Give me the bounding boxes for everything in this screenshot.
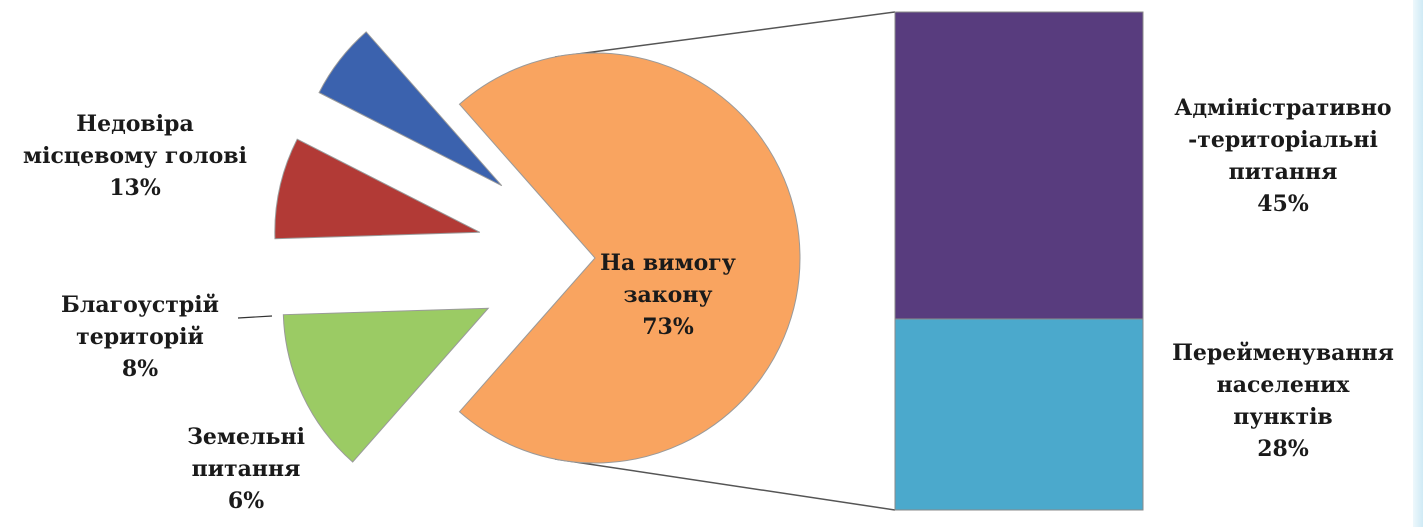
bar-segment-0: [894, 11, 1144, 320]
slice-label-main-line: 73%: [642, 314, 694, 340]
bar-segment-label-0-line: -територіальні: [1188, 127, 1378, 153]
slice-label-1-line: місцевому голові: [23, 143, 247, 169]
slice-label-1-line: Недовіра: [76, 111, 193, 137]
decorative-side-strip: [1413, 0, 1423, 527]
slice-label-3-line: питання: [192, 456, 301, 482]
leader-line: [237, 315, 273, 319]
pie-slice-3: [318, 31, 503, 187]
bar-segment-label-1-line: Перейменування: [1172, 340, 1394, 366]
slice-label-main-line: На вимогу: [600, 250, 736, 276]
slice-label-3-line: 6%: [228, 488, 264, 514]
slice-label-1: Недовіра місцевому голові 13%: [23, 111, 247, 201]
bar-segment-label-1-line: пунктів: [1233, 404, 1332, 430]
bar-segment-label-0: Адміністративно -територіальні питання 45%: [1174, 95, 1391, 217]
bar-segment-label-1-line: населених: [1217, 372, 1351, 398]
slice-label-2-line: 8%: [122, 356, 158, 382]
slice-label-main: На вимогу закону 73%: [600, 250, 736, 340]
connector-line-top: [554, 11, 896, 58]
pie-slice-2: [274, 138, 481, 240]
bar-segment-label-0-line: питання: [1229, 159, 1338, 185]
pie-slice-0: [458, 52, 801, 464]
slice-label-2: Благоустрій територій 8%: [61, 292, 219, 382]
slice-label-2-line: Благоустрій: [61, 292, 219, 318]
slice-label-main-line: закону: [623, 282, 712, 308]
slice-label-3: Земельні питання 6%: [187, 424, 305, 514]
bar-segment-label-0-line: 45%: [1257, 191, 1309, 217]
bar-segment-label-0-line: Адміністративно: [1174, 95, 1391, 121]
slice-label-2-line: територій: [76, 324, 204, 350]
connector-line-bottom: [554, 458, 896, 511]
pie-slice-1: [282, 307, 490, 463]
bar-segment-label-1-line: 28%: [1257, 436, 1309, 462]
bar-segment-1: [894, 318, 1144, 511]
bar-segment-label-1: Перейменування населених пунктів 28%: [1172, 340, 1394, 462]
slice-label-1-line: 13%: [109, 175, 161, 201]
slice-label-3-line: Земельні: [187, 424, 305, 450]
